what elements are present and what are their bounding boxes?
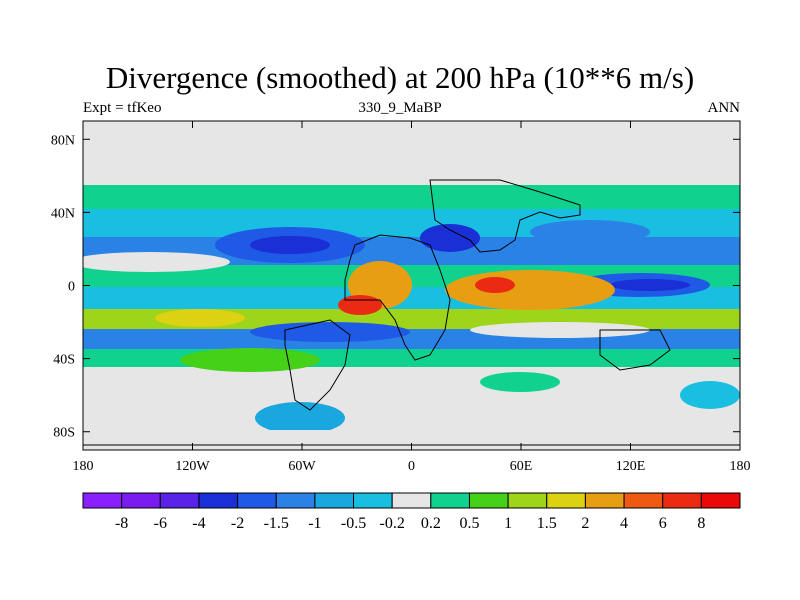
colorbar-label: 8 [697, 515, 705, 532]
contour-blob [155, 309, 245, 327]
colorbar: -8 -6 -4 -2 -1.5 -1 -0.5 -0.2 0.2 0.5 1 1.5 2 4 6 8 [82, 492, 741, 532]
colorbar-swatch [237, 492, 277, 509]
colorbar-swatch [700, 492, 741, 509]
colorbar-swatch [507, 492, 548, 509]
coastline-eurasia [429, 179, 581, 253]
contour-blob [180, 348, 320, 372]
y-tick-label: 80S [53, 426, 75, 441]
coastline-south-america [284, 319, 351, 411]
colorbar-swatch [353, 492, 393, 509]
season-label: ANN [707, 100, 741, 116]
colorbar-swatch [121, 492, 161, 509]
colorbar-label: 6 [659, 515, 667, 532]
contour-blob [475, 277, 515, 293]
x-tick-label: 120E [616, 459, 646, 474]
y-tick-label: 40N [51, 206, 75, 221]
y-tick-label: 80N [51, 133, 75, 148]
colorbar-label: -6 [154, 515, 167, 532]
colorbar-swatch [82, 492, 123, 509]
contour-blob [250, 322, 410, 342]
contour-blob [420, 224, 480, 252]
x-tick-label: 180 [730, 459, 751, 474]
colorbar-label: 0.2 [421, 515, 441, 532]
colorbar-label: -1.5 [264, 515, 289, 532]
x-tick-label: 60W [288, 459, 316, 474]
contour-blob [255, 402, 345, 434]
colorbar-swatch [275, 492, 316, 509]
contour-blob [680, 381, 740, 409]
colorbar-swatch [159, 492, 200, 509]
colorbar-label: 1.5 [537, 515, 557, 532]
colorbar-swatch [391, 492, 432, 509]
experiment-label: Expt = tfKeo [83, 100, 162, 116]
contour-field [83, 121, 740, 450]
contour-blob [83, 252, 230, 272]
x-tick-label: 0 [408, 459, 415, 474]
contour-band [83, 121, 740, 183]
x-tick-label: 120W [175, 459, 210, 474]
colorbar-swatch [314, 492, 355, 509]
plot-title: Divergence (smoothed) at 200 hPa (10**6 … [105, 60, 695, 95]
colorbar-label: -0.2 [380, 515, 405, 532]
contour-band [83, 185, 740, 209]
contour-blob [470, 322, 650, 338]
colorbar-label: -2 [231, 515, 244, 532]
coastline-australia [599, 329, 671, 371]
contour-blob [610, 279, 690, 291]
colorbar-label: 2 [581, 515, 589, 532]
colorbar-swatch [662, 492, 702, 509]
colorbar-label: -0.5 [341, 515, 366, 532]
colorbar-swatch [584, 492, 625, 509]
contour-blob [530, 220, 650, 244]
colorbar-swatch [468, 492, 509, 509]
colorbar-swatch [198, 492, 239, 509]
y-tick-label: 40S [53, 353, 75, 368]
colorbar-label: 4 [620, 515, 628, 532]
colorbar-swatch [546, 492, 586, 509]
contour-blob [480, 372, 560, 392]
colorbar-label: 0.5 [459, 515, 479, 532]
colorbar-swatch [623, 492, 664, 509]
colorbar-label: 1 [504, 515, 512, 532]
case-label: 330_9_MaBP [358, 100, 442, 116]
colorbar-swatch [430, 492, 470, 509]
y-tick-label: 0 [68, 280, 75, 295]
contour-blob [250, 236, 330, 254]
colorbar-label: -4 [192, 515, 205, 532]
contour-blob [445, 270, 615, 310]
x-axis: 180 120W 60W 0 60E 120E 180 [73, 121, 751, 474]
x-tick-label: 180 [73, 459, 94, 474]
y-axis: 80N 40N 0 40S 80S [51, 133, 740, 441]
x-tick-label: 60E [510, 459, 533, 474]
colorbar-label: -1 [308, 515, 321, 532]
coastline-africa [344, 234, 451, 361]
colorbar-label: -8 [115, 515, 128, 532]
